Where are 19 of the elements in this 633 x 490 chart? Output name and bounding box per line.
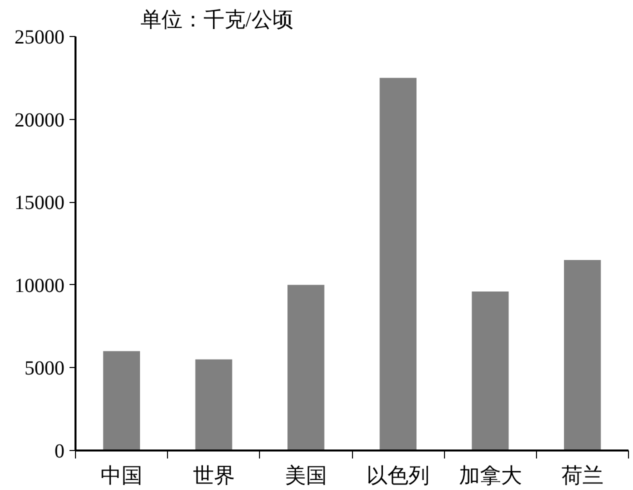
x-tick-label: 美国 <box>284 464 327 488</box>
x-tick-label: 加拿大 <box>458 464 522 488</box>
y-tick-label: 15000 <box>14 192 64 214</box>
bar <box>103 351 140 450</box>
bar <box>472 292 509 450</box>
chart-title: 单位：千克/公顷 <box>140 8 294 32</box>
y-tick-label: 0 <box>54 440 64 462</box>
x-tick-label: 荷兰 <box>561 464 604 488</box>
x-tick-label: 以色列 <box>366 464 430 488</box>
x-tick-label: 中国 <box>100 464 143 488</box>
y-tick-label: 20000 <box>14 109 64 132</box>
bar <box>195 359 232 450</box>
bar <box>287 284 324 450</box>
y-tick-label: 25000 <box>14 26 64 48</box>
y-tick-label: 10000 <box>14 274 64 297</box>
x-tick-label: 世界 <box>192 464 235 488</box>
y-tick-label: 5000 <box>24 358 64 380</box>
bar <box>380 78 417 450</box>
bar <box>564 260 601 450</box>
